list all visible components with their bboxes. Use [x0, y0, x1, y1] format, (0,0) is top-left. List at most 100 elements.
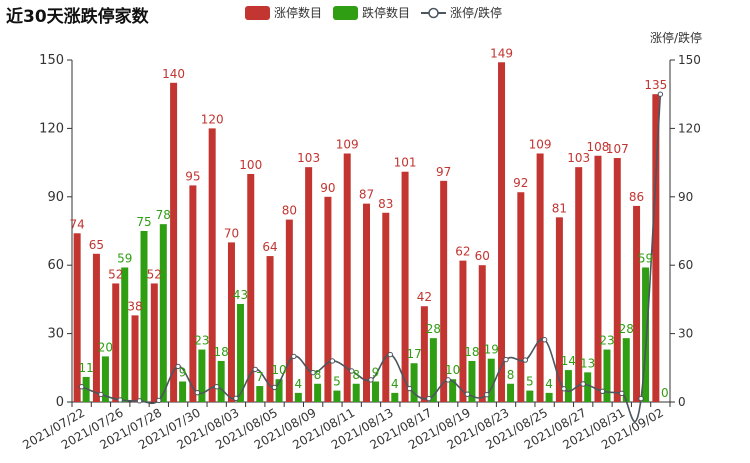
- ratio-point[interactable]: [349, 368, 355, 374]
- bar-limit-up[interactable]: [343, 153, 351, 402]
- bar-limit-down[interactable]: [603, 349, 611, 402]
- ratio-point[interactable]: [117, 397, 123, 403]
- bar-limit-down[interactable]: [140, 231, 148, 402]
- bar-limit-up[interactable]: [247, 174, 255, 402]
- bar-limit-down[interactable]: [564, 370, 572, 402]
- bar-limit-up[interactable]: [517, 192, 525, 402]
- bar-limit-down[interactable]: [410, 363, 418, 402]
- ratio-point[interactable]: [580, 381, 586, 387]
- ratio-point[interactable]: [522, 357, 529, 363]
- bar-limit-up[interactable]: [420, 306, 428, 402]
- ratio-point[interactable]: [541, 337, 548, 343]
- bar-limit-up[interactable]: [440, 180, 448, 402]
- bar-limit-down[interactable]: [622, 338, 630, 402]
- bar-limit-down[interactable]: [468, 360, 476, 402]
- ratio-point[interactable]: [252, 366, 258, 373]
- legend-item-ratio[interactable]: 涨停/跌停: [421, 4, 502, 20]
- ratio-point[interactable]: [464, 391, 471, 397]
- ratio-point[interactable]: [657, 91, 664, 97]
- ratio-point[interactable]: [98, 391, 104, 398]
- bar-limit-up[interactable]: [382, 212, 390, 402]
- bar-limit-up[interactable]: [555, 217, 563, 402]
- bar-limit-up[interactable]: [536, 153, 544, 402]
- ratio-point[interactable]: [368, 377, 374, 383]
- bar-limit-up[interactable]: [189, 185, 197, 402]
- ratio-point[interactable]: [503, 356, 509, 363]
- bar-limit-down[interactable]: [642, 267, 650, 402]
- bar-limit-up[interactable]: [478, 265, 486, 402]
- ratio-point[interactable]: [561, 386, 567, 392]
- bar-limit-down[interactable]: [198, 349, 206, 402]
- y-tick-label-right: 120: [678, 121, 701, 135]
- ratio-point[interactable]: [406, 385, 413, 392]
- bar-limit-up[interactable]: [208, 128, 216, 402]
- y-tick-label-left: 150: [39, 53, 64, 68]
- bar-limit-up[interactable]: [575, 167, 583, 402]
- legend-item-limit-up[interactable]: 涨停数目: [245, 4, 322, 20]
- ratio-point[interactable]: [156, 397, 162, 404]
- ratio-point[interactable]: [426, 395, 432, 402]
- bar-limit-down[interactable]: [179, 381, 187, 402]
- bar-limit-down[interactable]: [449, 379, 457, 402]
- bar-limit-up[interactable]: [363, 203, 370, 402]
- ratio-point[interactable]: [194, 389, 201, 396]
- bar-limit-down[interactable]: [159, 224, 167, 402]
- bar-limit-up[interactable]: [73, 233, 81, 402]
- legend-item-limit-down[interactable]: 跌停数目: [333, 4, 410, 20]
- bar-limit-up[interactable]: [227, 242, 235, 402]
- bar-limit-up[interactable]: [285, 219, 293, 402]
- bar-limit-up[interactable]: [324, 196, 332, 402]
- bar-limit-up[interactable]: [150, 283, 158, 402]
- data-label-limit-up: 103: [567, 151, 590, 165]
- bar-limit-up[interactable]: [633, 205, 641, 402]
- ratio-point[interactable]: [213, 384, 220, 390]
- bar-limit-down[interactable]: [487, 358, 495, 402]
- bar-limit-down[interactable]: [333, 390, 341, 402]
- bar-limit-down[interactable]: [526, 390, 534, 402]
- bar-limit-up[interactable]: [594, 155, 602, 402]
- bar-limit-up[interactable]: [92, 253, 100, 402]
- ratio-point[interactable]: [78, 384, 85, 390]
- bar-limit-down[interactable]: [256, 386, 264, 402]
- ratio-point[interactable]: [271, 384, 278, 391]
- bar-limit-up[interactable]: [266, 256, 274, 402]
- bar-limit-up[interactable]: [613, 158, 621, 402]
- ratio-point[interactable]: [484, 392, 490, 398]
- bar-limit-down[interactable]: [294, 392, 302, 402]
- bar-limit-up[interactable]: [131, 315, 139, 402]
- bar-limit-down[interactable]: [584, 372, 592, 402]
- ratio-point[interactable]: [233, 395, 239, 402]
- data-label-limit-up: 101: [394, 156, 417, 170]
- data-label-limit-down: 5: [526, 375, 534, 389]
- bar-limit-down[interactable]: [314, 383, 322, 402]
- bar-limit-up[interactable]: [170, 82, 178, 403]
- data-label-limit-down: 17: [406, 347, 421, 361]
- bar-limit-down[interactable]: [236, 303, 244, 402]
- ratio-point[interactable]: [175, 363, 181, 370]
- ratio-point[interactable]: [136, 398, 143, 404]
- bar-limit-down[interactable]: [121, 267, 129, 402]
- bar-limit-down[interactable]: [545, 392, 553, 402]
- bar-limit-down[interactable]: [372, 381, 379, 402]
- bar-limit-down[interactable]: [352, 383, 360, 402]
- ratio-point[interactable]: [387, 351, 393, 358]
- bar-limit-down[interactable]: [101, 356, 109, 402]
- ratio-point[interactable]: [619, 390, 625, 397]
- bar-limit-down[interactable]: [391, 392, 399, 402]
- bar-limit-down[interactable]: [217, 360, 225, 402]
- bar-limit-up[interactable]: [305, 167, 313, 402]
- bar-limit-up[interactable]: [652, 94, 660, 402]
- ratio-point[interactable]: [291, 353, 297, 360]
- bar-limit-up[interactable]: [498, 62, 506, 402]
- ratio-point[interactable]: [329, 358, 336, 364]
- ratio-point[interactable]: [310, 369, 316, 376]
- ratio-point[interactable]: [638, 395, 644, 402]
- bar-limit-down[interactable]: [429, 338, 437, 402]
- bar-limit-up[interactable]: [459, 260, 467, 402]
- ratio-point[interactable]: [445, 377, 451, 383]
- ratio-point[interactable]: [599, 388, 606, 394]
- bar-limit-down[interactable]: [275, 379, 283, 402]
- bar-limit-up[interactable]: [401, 171, 409, 402]
- bar-limit-up[interactable]: [112, 283, 120, 402]
- bar-limit-down[interactable]: [507, 383, 515, 402]
